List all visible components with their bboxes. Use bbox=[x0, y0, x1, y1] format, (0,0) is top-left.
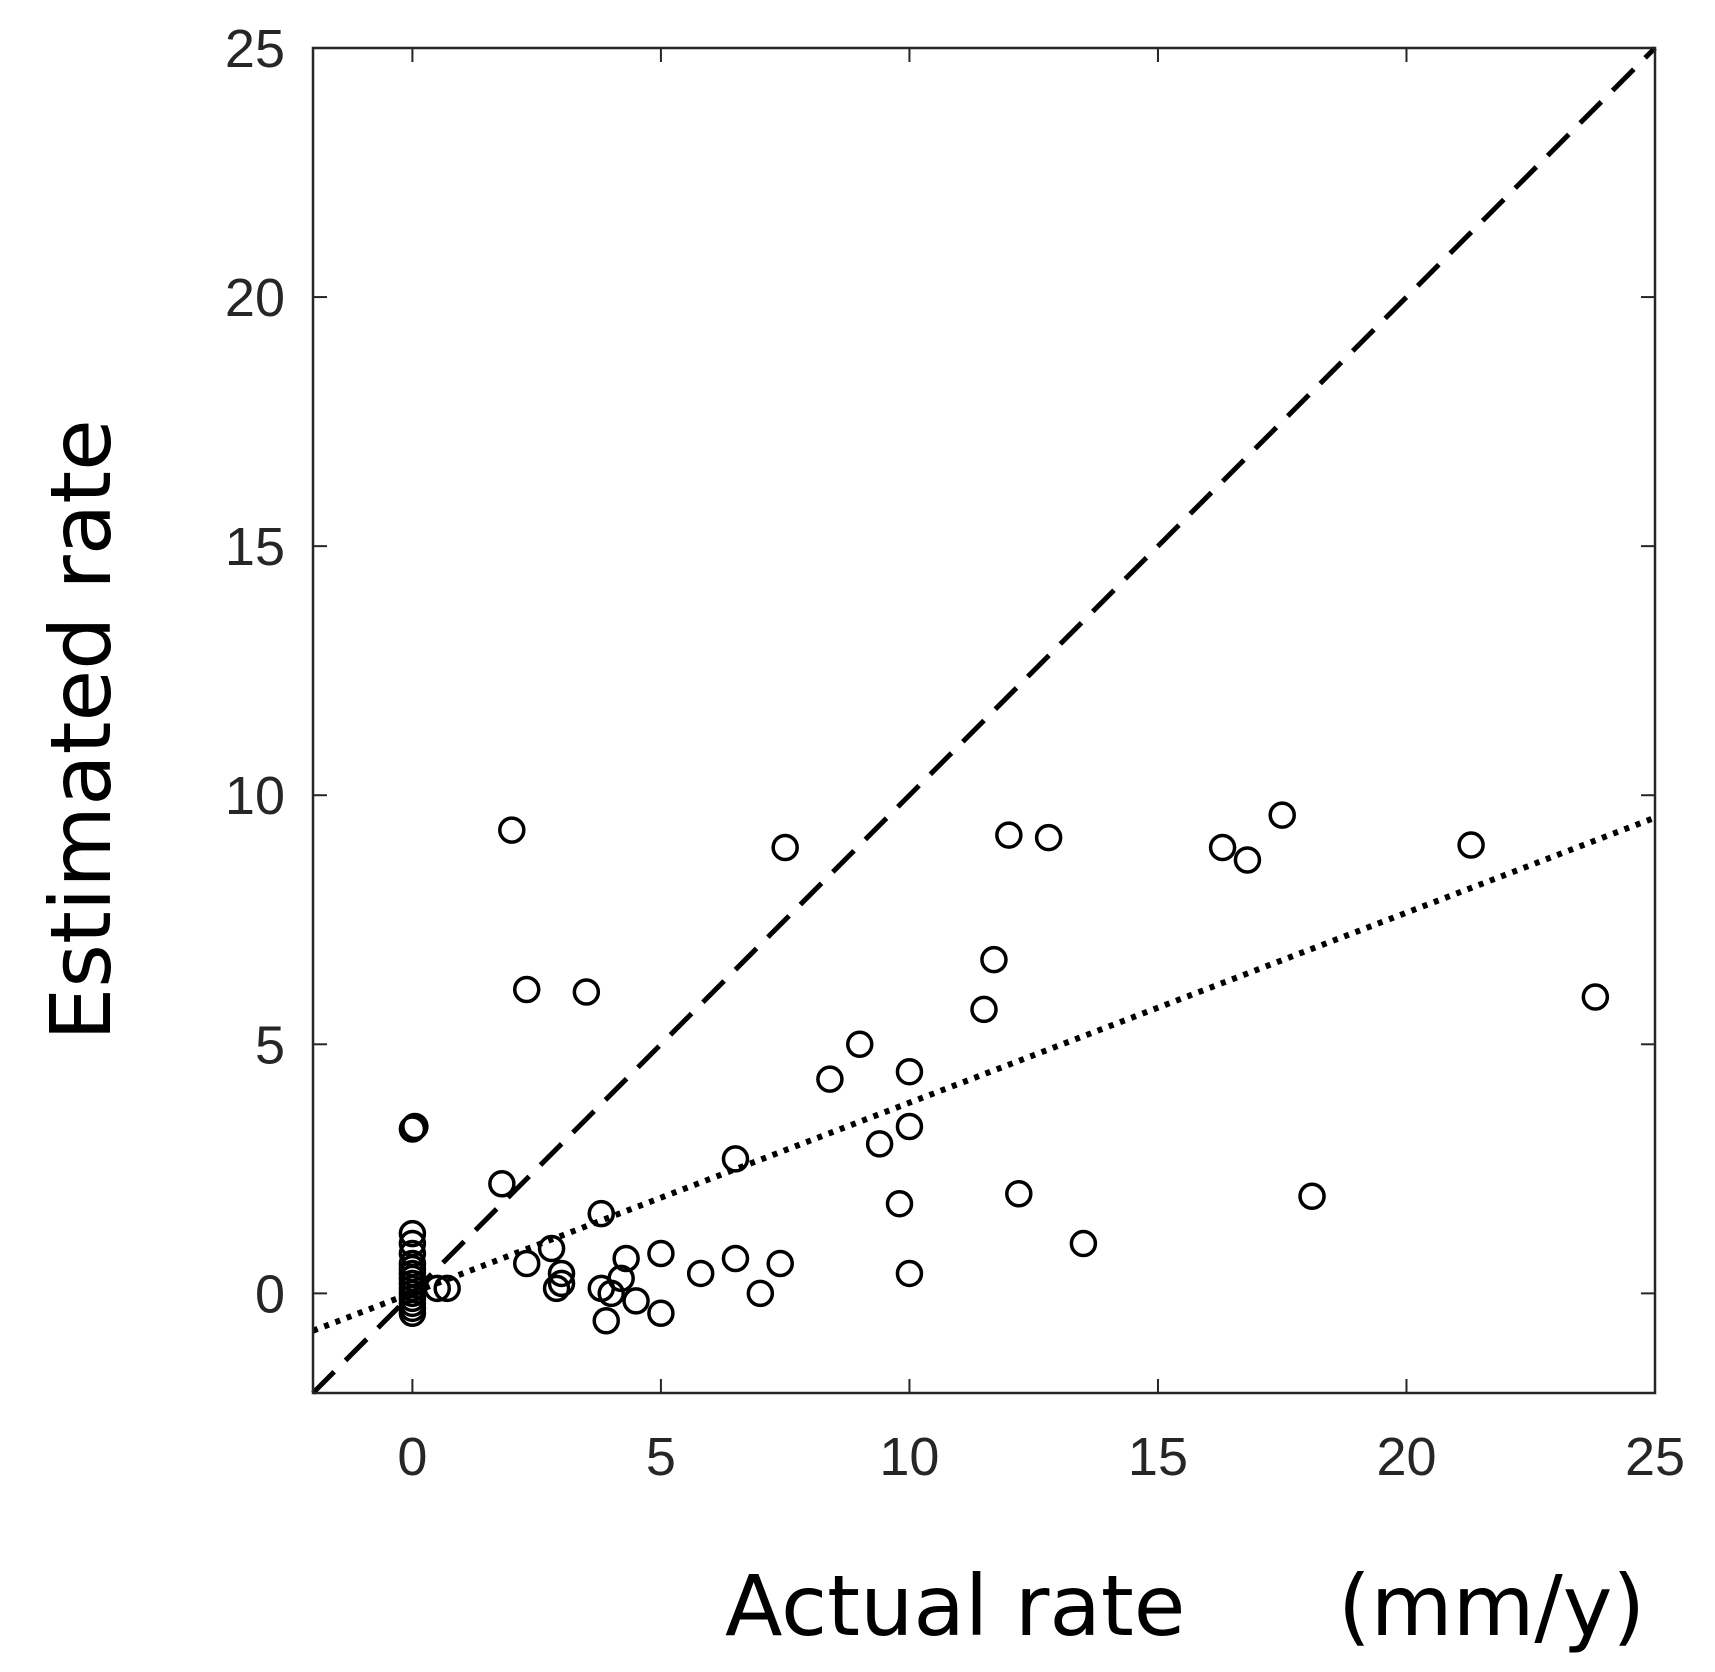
x-axis-unit: (mm/y) bbox=[1338, 1557, 1645, 1655]
y-tick-label: 25 bbox=[225, 19, 285, 79]
data-point bbox=[607, 1264, 635, 1293]
data-point bbox=[1005, 1179, 1033, 1208]
data-point bbox=[587, 1199, 616, 1228]
x-tick-label: 5 bbox=[646, 1427, 676, 1487]
data-point bbox=[433, 1274, 461, 1303]
data-point bbox=[547, 1259, 576, 1288]
x-tick-label: 0 bbox=[397, 1427, 427, 1487]
plot-area-frame bbox=[311, 46, 1657, 1395]
data-point bbox=[398, 1299, 427, 1328]
data-point bbox=[398, 1115, 427, 1143]
data-point bbox=[647, 1239, 675, 1268]
data-point bbox=[488, 1170, 516, 1198]
data-point bbox=[537, 1234, 566, 1263]
x-tick-label: 20 bbox=[1376, 1427, 1436, 1487]
data-point bbox=[845, 1030, 874, 1059]
data-point bbox=[1581, 983, 1610, 1011]
data-point bbox=[970, 995, 998, 1024]
data-point bbox=[612, 1244, 640, 1273]
data-point bbox=[398, 1219, 427, 1248]
data-point bbox=[771, 833, 799, 862]
data-point bbox=[572, 978, 601, 1006]
data-point bbox=[895, 1259, 924, 1288]
y-tick-label: 5 bbox=[255, 1015, 285, 1075]
data-point bbox=[721, 1145, 750, 1173]
y-tick-label: 10 bbox=[225, 766, 285, 826]
reference-lines bbox=[311, 46, 1657, 1395]
data-point bbox=[885, 1189, 914, 1218]
data-point bbox=[895, 1112, 924, 1141]
x-axis-title: Actual rate bbox=[725, 1557, 1185, 1655]
data-point bbox=[542, 1274, 571, 1303]
data-point bbox=[686, 1259, 715, 1288]
data-point bbox=[1298, 1182, 1326, 1210]
data-point bbox=[592, 1307, 621, 1335]
data-point bbox=[1457, 831, 1485, 859]
x-tick-label: 15 bbox=[1128, 1427, 1188, 1487]
y-tick-label: 0 bbox=[255, 1264, 285, 1324]
data-point bbox=[1208, 833, 1237, 862]
data-point bbox=[980, 945, 1008, 974]
data-point bbox=[622, 1287, 650, 1315]
data-point bbox=[766, 1249, 794, 1278]
data-point bbox=[547, 1269, 576, 1298]
data-point bbox=[1034, 823, 1063, 852]
data-points bbox=[398, 801, 1610, 1335]
data-point bbox=[895, 1057, 924, 1086]
data-point bbox=[1069, 1229, 1098, 1258]
y-tick-label: 20 bbox=[225, 268, 285, 328]
data-point bbox=[1268, 801, 1296, 829]
data-point bbox=[401, 1112, 429, 1141]
y-axis-ticks: 0 5 10 15 20 25 bbox=[225, 19, 1655, 1324]
one-to-one-line bbox=[311, 46, 1657, 1395]
x-tick-label: 10 bbox=[879, 1427, 939, 1487]
y-tick-label: 15 bbox=[225, 517, 285, 577]
data-point bbox=[498, 816, 526, 844]
data-point bbox=[512, 975, 541, 1004]
data-point bbox=[995, 821, 1023, 849]
data-point bbox=[423, 1274, 452, 1303]
data-point bbox=[721, 1244, 750, 1273]
data-point bbox=[512, 1249, 541, 1278]
data-point bbox=[865, 1130, 894, 1158]
y-axis-title: Estimated rate bbox=[32, 419, 130, 1041]
data-point bbox=[816, 1065, 844, 1093]
data-point bbox=[1233, 846, 1262, 874]
x-axis-ticks: 0 5 10 15 20 25 bbox=[397, 48, 1685, 1487]
data-point bbox=[647, 1299, 675, 1328]
x-tick-label: 25 bbox=[1625, 1427, 1685, 1487]
data-point bbox=[746, 1279, 775, 1308]
